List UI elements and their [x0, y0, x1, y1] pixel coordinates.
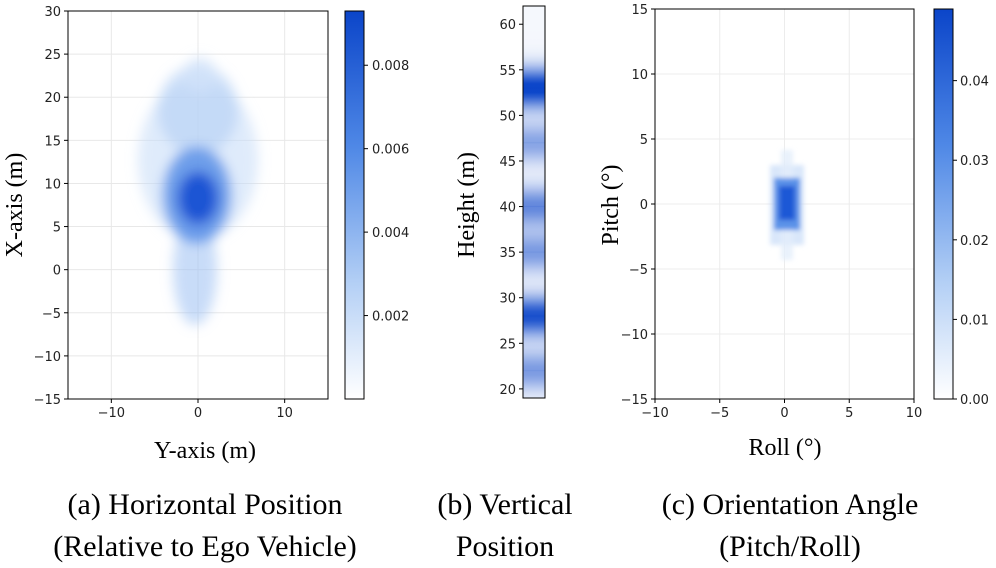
caption-c-line1: (c) Orientation Angle [661, 488, 919, 521]
caption-b: (b) Vertical Position [410, 484, 600, 568]
c-core [779, 186, 795, 220]
panel-a-cbar-tick-label: 0.004 [372, 226, 409, 241]
panel-c-xtick-label: −5 [710, 406, 729, 421]
panel-c-xtick-label: 0 [780, 406, 788, 421]
panel-a: −10 0 10 −15 −10 −5 0 5 10 15 20 25 30 Y-axis (m) X-… [2, 5, 409, 464]
panel-c-xlabel: Roll (°) [749, 435, 822, 461]
panel-a-ytick-label: 15 [44, 134, 61, 149]
panel-b-ytick-label: 40 [499, 201, 516, 216]
panel-b-strip [523, 6, 545, 398]
a-blob-halo [158, 65, 238, 155]
panel-c-cbar-tick-label: 0.04 [960, 75, 989, 90]
caption-b-line1: (b) Vertical [437, 488, 573, 521]
caption-b-line2: Position [455, 530, 555, 563]
panel-a-cbar-tick-label: 0.008 [372, 59, 409, 74]
panel-c-cbar-tick-label: 0.03 [960, 154, 989, 169]
panel-c-cbar-tick-label: 0.00 [960, 393, 989, 408]
panel-a-colorbar-ticks: 0.002 0.004 0.006 0.008 [364, 59, 409, 325]
caption-a-line1: (a) Horizontal Position [67, 488, 343, 521]
panel-a-ytick-label: −10 [34, 350, 61, 365]
panel-a-ytick-label: −5 [42, 307, 61, 322]
panel-a-ytick-label: 5 [53, 221, 61, 236]
panel-c-ytick-label: 15 [631, 3, 648, 18]
panel-c-ytick-label: −5 [629, 263, 648, 278]
panel-a-ticks: −10 0 10 −15 −10 −5 0 5 10 15 20 25 30 [34, 5, 293, 421]
panel-c-ytick-label: −10 [621, 328, 648, 343]
panel-b-ytick-label: 45 [499, 155, 516, 170]
panel-b-bands [523, 87, 545, 372]
panel-c-cbar-tick-label: 0.02 [960, 234, 989, 249]
panel-c-colorbar [933, 8, 954, 400]
panel-a-colorbar [344, 10, 365, 400]
panel-a-ytick-label: −15 [34, 393, 61, 408]
caption-a-line2: (Relative to Ego Vehicle) [53, 530, 357, 563]
panel-a-ytick-label: 30 [44, 5, 61, 20]
panel-c-ytick-label: 0 [640, 198, 648, 213]
caption-c: (c) Orientation Angle (Pitch/Roll) [620, 484, 960, 568]
panel-c-ytick-label: 5 [640, 133, 648, 148]
panel-a-ytick-label: 10 [44, 177, 61, 192]
panel-c-xtick-label: −10 [641, 406, 668, 421]
panel-b-ytick-label: 30 [499, 292, 516, 307]
panel-b-frame [522, 5, 546, 399]
panel-a-ytick-label: 20 [44, 91, 61, 106]
panel-a-ytick-label: 0 [53, 264, 61, 279]
panel-a-xlabel: Y-axis (m) [154, 438, 256, 464]
panel-b-ytick-label: 35 [499, 246, 516, 261]
panel-c-xtick-label: 5 [845, 406, 853, 421]
panel-a-xtick-label: 0 [194, 406, 202, 421]
panel-a-xtick-label: −10 [98, 406, 125, 421]
panel-c-colorbar-ticks: 0.00 0.01 0.02 0.03 0.04 [953, 75, 989, 408]
panel-b-ytick-label: 60 [499, 18, 516, 33]
caption-a: (a) Horizontal Position (Relative to Ego… [10, 484, 400, 568]
panel-b-ytick-label: 50 [499, 109, 516, 124]
panel-a-cbar-tick-label: 0.002 [372, 310, 409, 325]
panel-a-ytick-label: 25 [44, 48, 61, 63]
panel-a-ylabel: X-axis (m) [2, 153, 28, 258]
panel-c-heat [770, 150, 804, 260]
panel-b-ticks: 20 25 30 35 40 45 50 55 60 [499, 18, 523, 398]
panel-c-xtick-label: 10 [906, 406, 923, 421]
caption-c-line2: (Pitch/Roll) [719, 530, 861, 563]
panel-b-ytick-label: 25 [499, 337, 516, 352]
panel-a-heat [138, 57, 258, 325]
panel-b-ytick-label: 20 [499, 383, 516, 398]
a-blob-core [178, 172, 218, 224]
a-blob-tail [173, 215, 217, 325]
panel-b-ylabel: Height (m) [454, 152, 480, 258]
panel-c-ytick-label: −15 [621, 393, 648, 408]
panel-b-ytick-label: 55 [499, 64, 516, 79]
a-blob-top [184, 57, 216, 93]
panel-b: 20 25 30 35 40 45 50 55 60 Height (m) [454, 5, 546, 399]
panel-c-cbar-tick-label: 0.01 [960, 313, 989, 328]
panel-a-xtick-label: 10 [276, 406, 293, 421]
panel-a-cbar-tick-label: 0.006 [372, 143, 409, 158]
panel-c-ytick-label: 10 [631, 68, 648, 83]
panel-c-ylabel: Pitch (°) [598, 165, 624, 246]
